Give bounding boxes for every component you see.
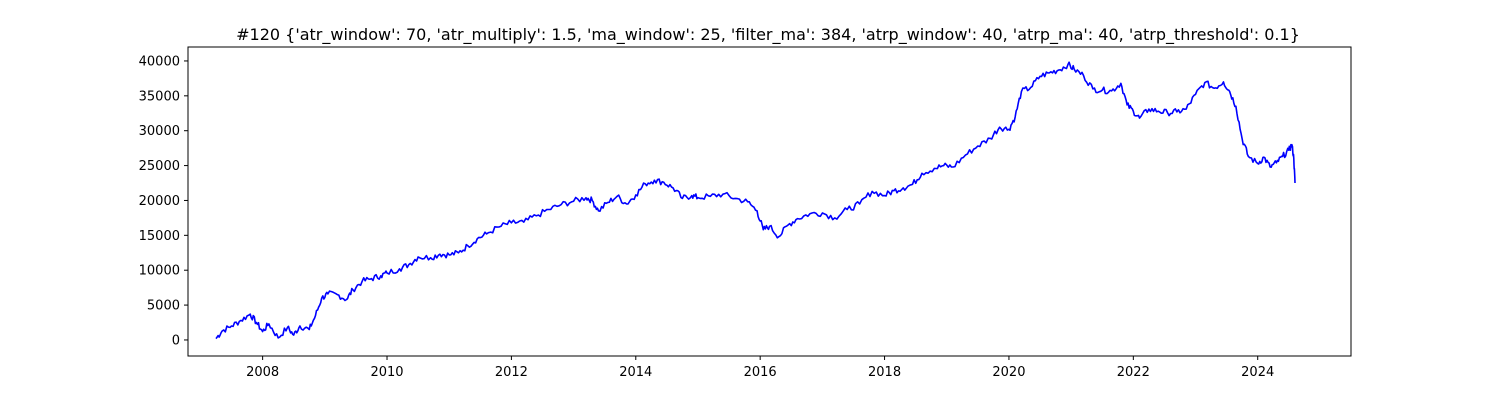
y-tick-label: 5000 bbox=[147, 299, 180, 314]
axes-frame bbox=[187, 46, 1352, 357]
x-tick-label: 2012 bbox=[495, 365, 528, 380]
y-tick-label: 10000 bbox=[139, 264, 180, 279]
x-tick-label: 2022 bbox=[1117, 365, 1150, 380]
x-tick-label: 2014 bbox=[619, 365, 652, 380]
series-line bbox=[215, 61, 1296, 340]
x-tick-label: 2008 bbox=[246, 365, 279, 380]
plot-area: 2008 2010 2012 2014 2016 2018 2020 2022 2024 0 500… bbox=[139, 46, 1352, 380]
x-tick-label: 2024 bbox=[1241, 365, 1274, 380]
y-tick-label: 25000 bbox=[139, 159, 180, 174]
x-tick-label: 2020 bbox=[992, 365, 1025, 380]
chart-title: #120 {'atr_window': 70, 'atr_multiply': … bbox=[236, 25, 1300, 45]
x-tick-label: 2018 bbox=[868, 365, 901, 380]
y-tick-label: 15000 bbox=[139, 229, 180, 244]
x-tick-label: 2010 bbox=[370, 365, 403, 380]
x-tick-label: 2016 bbox=[744, 365, 777, 380]
y-tick-label: 35000 bbox=[139, 89, 180, 104]
y-tick-label: 30000 bbox=[139, 124, 180, 139]
y-tick-label: 0 bbox=[172, 333, 180, 348]
y-tick-label: 40000 bbox=[139, 54, 180, 69]
y-tick-label: 20000 bbox=[139, 194, 180, 209]
